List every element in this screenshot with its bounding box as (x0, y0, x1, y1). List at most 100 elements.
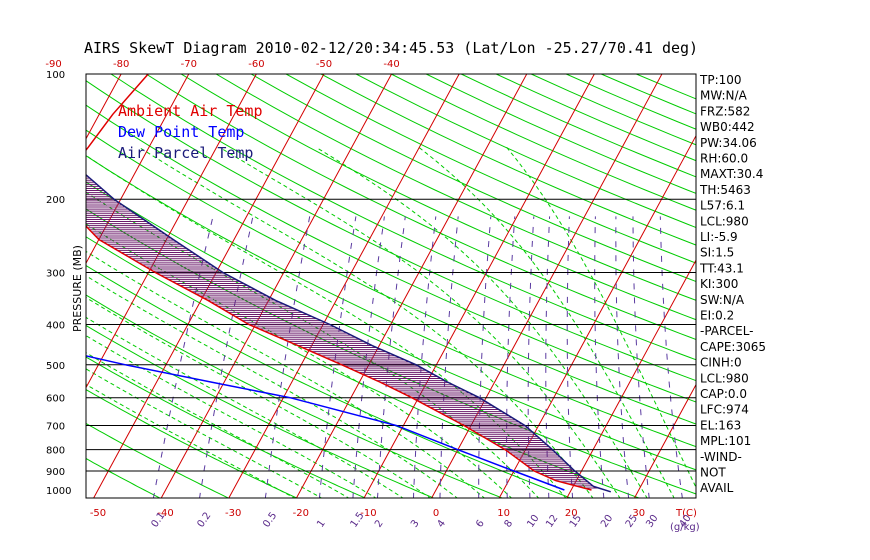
isotherm (228, 74, 460, 498)
dry-adiabat (86, 208, 696, 495)
mixing-ratio-label: 20 (599, 513, 615, 530)
mixing-ratio-line (199, 216, 254, 498)
mixing-ratio-line (566, 216, 574, 498)
index-entry: SW:N/A (700, 293, 745, 307)
moist-adiabat (506, 146, 696, 489)
index-entry: WB0:442 (700, 120, 755, 134)
dry-adiabat (180, 74, 696, 321)
index-entry: EL:163 (700, 418, 741, 432)
mixing-ratio-line (659, 216, 683, 498)
index-entry: L57:6.1 (700, 199, 745, 213)
pressure-tick-label: 900 (46, 467, 65, 478)
mixing-unit-label: (g/kg) (670, 522, 700, 533)
dry-adiabat (86, 356, 367, 498)
pressure-tick-label: 200 (46, 195, 65, 206)
legend-entry: Ambient Air Temp (118, 102, 263, 120)
legend: Ambient Air Temp Dew Point Temp Air Parcel… (118, 102, 263, 162)
pressure-tick-label: 800 (46, 446, 65, 457)
index-entry: -PARCEL- (700, 324, 754, 338)
bottom-temp-tick-label: -20 (293, 508, 309, 519)
pressure-tick-label: 500 (46, 361, 65, 372)
index-entry: TP:100 (699, 73, 742, 87)
mixing-ratio-line (478, 216, 492, 498)
mixing-ratio-label: 4 (435, 518, 448, 530)
mixing-ratio-label: 12 (544, 513, 560, 530)
mixing-ratio-line (152, 216, 214, 498)
index-entry: LI:-5.9 (700, 230, 738, 244)
bottom-temp-tick-label: 20 (565, 508, 578, 519)
ambient-air-temp-line (86, 74, 592, 491)
index-entry: NOT (700, 466, 726, 480)
moist-adiabat (86, 383, 296, 498)
dry-adiabat (86, 155, 696, 448)
mixing-ratio-label: 3 (409, 518, 422, 530)
mixing-ratio-line (439, 216, 459, 498)
index-entry: LCL:980 (700, 371, 749, 385)
bottom-temp-tick-label: -50 (90, 508, 106, 519)
index-entry: CAPE:3065 (700, 340, 766, 354)
dry-adiabat (86, 129, 696, 425)
mixing-ratio-label: 8 (503, 518, 516, 530)
top-temp-tick-label: -70 (181, 59, 197, 70)
mixing-ratio-label: 0.2 (195, 510, 213, 529)
dry-adiabat (86, 324, 435, 498)
plot-frame (85, 73, 697, 499)
pressure-tick-label: 1000 (46, 486, 71, 497)
index-entry: EI:0.2 (700, 309, 734, 323)
bottom-temp-tick-label: -30 (225, 508, 241, 519)
dry-adiabat (86, 389, 298, 498)
mixing-ratio-label: 30 (644, 513, 660, 530)
legend-entry: Dew Point Temp (118, 123, 244, 141)
mixing-ratio-label: 2 (373, 518, 386, 530)
isotherm (86, 74, 190, 265)
index-entry: LFC:974 (700, 403, 749, 417)
dry-adiabat (86, 104, 696, 403)
dry-adiabat (320, 74, 696, 246)
index-entry: MW:N/A (700, 89, 748, 103)
mixing-ratio-label: 1 (315, 518, 328, 530)
bottom-temp-tick-label: -40 (157, 508, 173, 519)
index-entry: KI:300 (700, 277, 738, 291)
dry-adiabat (86, 181, 696, 471)
isotherm (769, 65, 870, 499)
pressure-tick-label: 700 (46, 422, 65, 433)
dry-adiabat (215, 74, 696, 301)
bottom-temp-tick-label: 10 (497, 508, 510, 519)
bottom-temp-tick-label: -10 (360, 508, 376, 519)
isotherm (86, 74, 122, 140)
dry-adiabat (495, 74, 696, 162)
isotherm (498, 134, 696, 498)
dry-adiabat (110, 74, 696, 361)
dry-adiabat (86, 294, 504, 498)
top-temp-tick-label: -50 (316, 59, 332, 70)
pressure-tick-label: 600 (46, 394, 65, 405)
index-entry: LCL:980 (700, 214, 749, 228)
bottom-temp-tick-label: 0 (433, 508, 439, 519)
dry-adiabat (145, 74, 696, 341)
bottom-temp-tick-label: 30 (632, 508, 645, 519)
dry-adiabat (86, 422, 230, 498)
temp-unit-label: T(C) (675, 508, 697, 519)
pressure-tick-label: 400 (46, 320, 65, 331)
mixing-ratio-label: 10 (525, 513, 541, 530)
mixing-ratio-label: 0.5 (261, 510, 279, 529)
moist-adiabat (86, 335, 377, 498)
moist-adiabat (86, 275, 459, 498)
moist-adiabat (86, 368, 323, 498)
mixing-ratio-line (264, 216, 311, 498)
dry-adiabat (425, 74, 696, 194)
dry-adiabat (86, 264, 572, 498)
isotherm (566, 259, 696, 498)
dry-adiabat (355, 74, 696, 229)
dry-adiabat (285, 74, 696, 264)
pressure-tick-label: 300 (46, 268, 65, 279)
dew-point-temp-line (86, 355, 565, 491)
index-entry: MPL:101 (700, 434, 751, 448)
dry-adiabat (86, 80, 696, 382)
pressure-tick-label: 100 (46, 70, 65, 81)
dry-adiabat (86, 457, 161, 498)
isotherm (160, 74, 393, 498)
isotherm (0, 65, 59, 499)
